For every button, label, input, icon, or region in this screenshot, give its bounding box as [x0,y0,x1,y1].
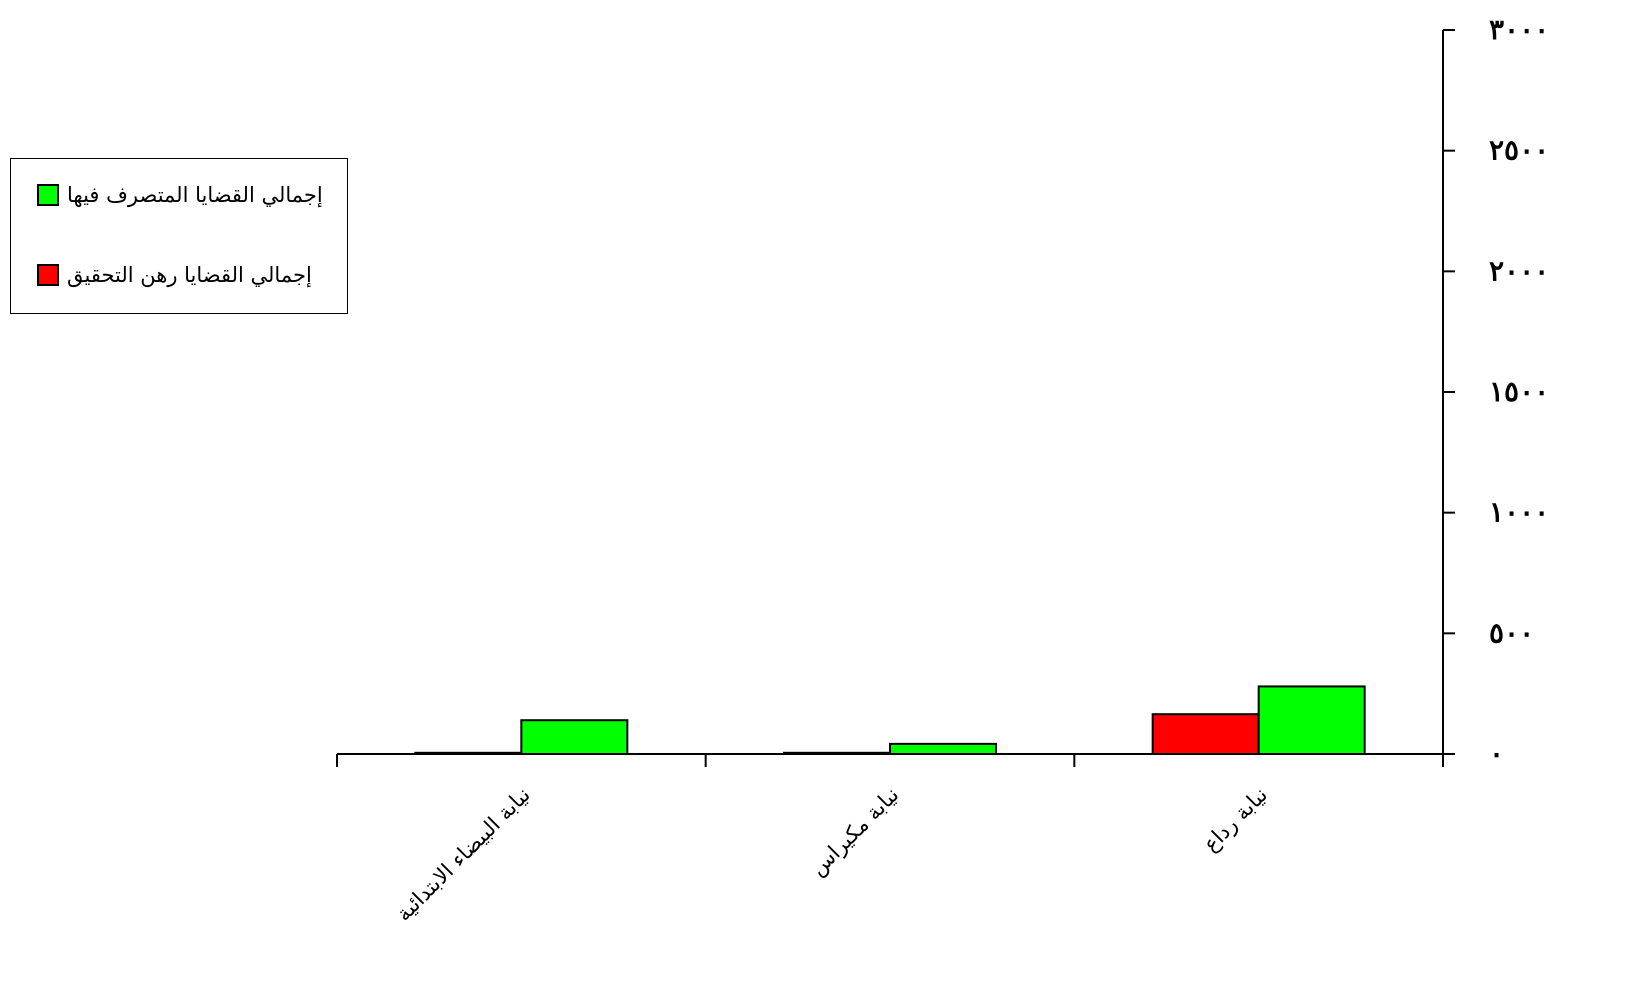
bar-disposed-2 [889,742,997,756]
legend-swatch-pending [37,264,59,286]
category-label-2: نيابة مكيراس [806,783,905,882]
legend-label-disposed: إجمالي القضايا المتصرف فيها [67,183,323,207]
bar-disposed-1 [1257,685,1366,756]
category-label-1: نيابة رداع [1199,783,1273,857]
bar-pending-1 [1151,713,1260,755]
y-tick-label-1500: ١٥٠٠ [1489,375,1549,408]
y-tick-label-2000: ٢٠٠٠ [1489,254,1549,287]
y-tick-label-0: ٠ [1489,737,1504,770]
legend-label-pending: إجمالي القضايا رهن التحقيق [67,263,312,287]
legend: إجمالي القضايا المتصرف فيها إجمالي القضا… [10,158,348,314]
y-tick-label-3000: ٣٠٠٠ [1489,13,1549,46]
legend-swatch-disposed [37,184,59,206]
y-tick-label-500: ٥٠٠ [1489,616,1534,649]
y-tick-label-1000: ١٠٠٠ [1489,496,1549,529]
legend-item-pending: إجمالي القضايا رهن التحقيق [37,259,327,291]
category-label-3: نيابة البيضاء الابتدائية [392,783,535,926]
y-tick-label-2500: ٢٥٠٠ [1489,134,1549,167]
bar-disposed-3 [520,719,629,755]
legend-item-disposed: إجمالي القضايا المتصرف فيها [37,179,327,211]
